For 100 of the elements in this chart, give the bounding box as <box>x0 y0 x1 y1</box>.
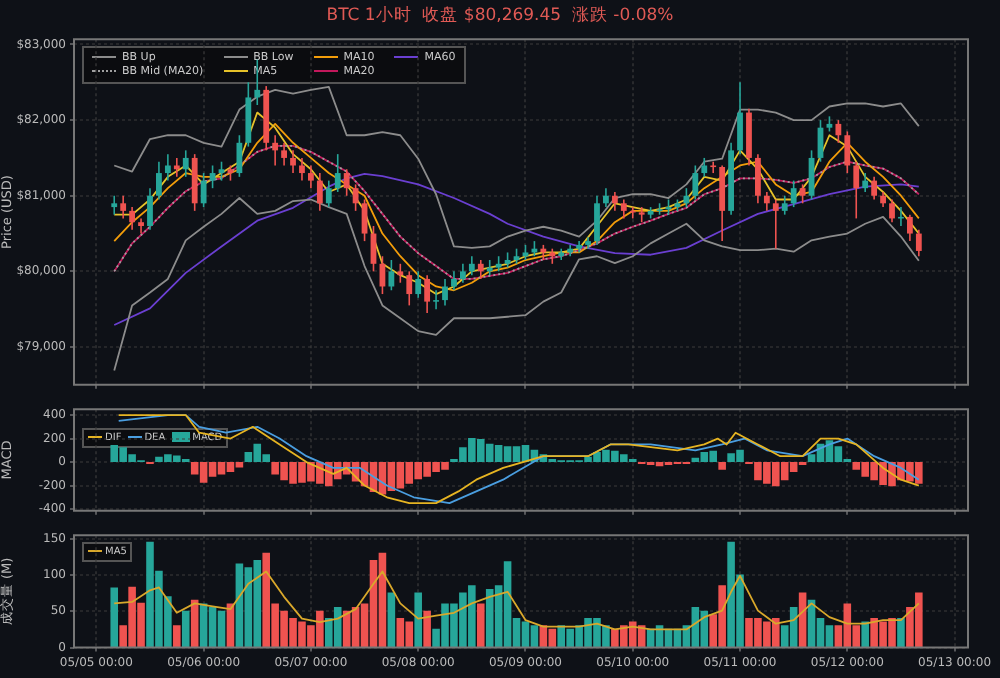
bar <box>226 462 235 473</box>
bar <box>476 439 485 463</box>
candlestick <box>844 130 851 174</box>
candlestick <box>871 176 878 201</box>
candlestick <box>111 194 118 216</box>
candlestick <box>182 149 189 178</box>
bar <box>414 592 422 648</box>
bar <box>557 625 566 648</box>
candlestick <box>451 270 457 292</box>
candlestick <box>325 179 332 208</box>
bar <box>405 621 414 648</box>
candlestick <box>388 259 395 292</box>
candlestick <box>272 134 279 167</box>
bar <box>110 444 119 463</box>
bar <box>110 587 119 648</box>
bar <box>530 625 539 648</box>
bar <box>208 462 217 477</box>
candlestick <box>299 157 305 182</box>
candlestick <box>129 206 136 231</box>
candlestick <box>549 247 556 265</box>
bar <box>396 462 405 489</box>
candlestick <box>906 213 913 242</box>
bar <box>503 561 512 648</box>
bar <box>199 462 208 483</box>
candlestick <box>120 194 127 220</box>
candlestick <box>692 164 699 201</box>
bar <box>503 446 512 463</box>
candlestick <box>156 160 162 201</box>
candlestick <box>433 289 439 310</box>
chart-title: BTC 1小时 收盘 $80,269.45 涨跌 -0.08% <box>324 4 676 28</box>
bar <box>253 559 262 648</box>
candlestick <box>889 198 895 224</box>
bar <box>396 617 405 648</box>
candlestick <box>772 198 779 250</box>
candlestick <box>245 81 252 148</box>
candlestick <box>701 157 708 178</box>
candlestick <box>737 81 743 155</box>
candlestick <box>915 228 922 258</box>
bar <box>512 446 521 463</box>
bar <box>700 610 709 648</box>
bar <box>173 625 181 648</box>
candlestick <box>415 270 422 299</box>
candlestick <box>281 142 287 167</box>
bar <box>476 603 485 648</box>
bar <box>423 610 431 648</box>
bar <box>789 462 798 473</box>
candlestick <box>442 278 448 307</box>
candlestick <box>191 153 198 212</box>
candlestick <box>236 134 243 178</box>
candlestick <box>218 160 225 182</box>
candlestick <box>755 153 761 205</box>
bar <box>897 617 905 648</box>
bar <box>628 621 637 648</box>
bar <box>494 444 503 463</box>
candlestick <box>334 153 341 193</box>
candlestick <box>477 259 484 280</box>
bar <box>485 443 494 463</box>
candlestick <box>710 160 717 174</box>
candlestick <box>173 157 180 178</box>
candlestick <box>424 274 431 314</box>
candlestick <box>781 194 788 216</box>
candlestick <box>316 172 323 212</box>
candlestick <box>594 194 600 246</box>
candlestick <box>898 206 904 227</box>
candlestick <box>397 263 404 284</box>
candlestick <box>209 164 216 189</box>
candlestick <box>683 187 690 208</box>
bar <box>253 443 262 463</box>
candlestick <box>200 172 207 208</box>
candlestick <box>719 164 726 242</box>
bar <box>825 625 834 648</box>
bar <box>700 452 709 463</box>
candlestick <box>853 160 860 220</box>
bar <box>181 610 190 648</box>
candlestick <box>835 119 842 144</box>
candlestick <box>790 179 797 208</box>
bar <box>387 592 396 648</box>
bar <box>217 610 226 648</box>
candlestick <box>620 198 627 220</box>
candlestick <box>603 187 609 208</box>
bar <box>208 607 217 648</box>
candlestick <box>308 164 314 189</box>
bar <box>405 462 414 484</box>
candlestick <box>862 172 869 193</box>
bar <box>780 462 789 481</box>
candlestick <box>164 153 171 182</box>
candlestick <box>799 183 806 205</box>
candlestick <box>290 149 296 174</box>
candlestick <box>138 217 144 235</box>
candlestick <box>468 255 475 276</box>
candlestick <box>459 263 466 284</box>
bar <box>244 452 253 463</box>
candlestick <box>611 191 618 212</box>
candlestick <box>147 187 153 231</box>
candlestick <box>343 168 350 197</box>
candlestick <box>406 270 413 307</box>
bar <box>333 607 342 648</box>
candlestick <box>763 191 770 212</box>
bar <box>718 462 726 470</box>
bar <box>852 462 861 470</box>
